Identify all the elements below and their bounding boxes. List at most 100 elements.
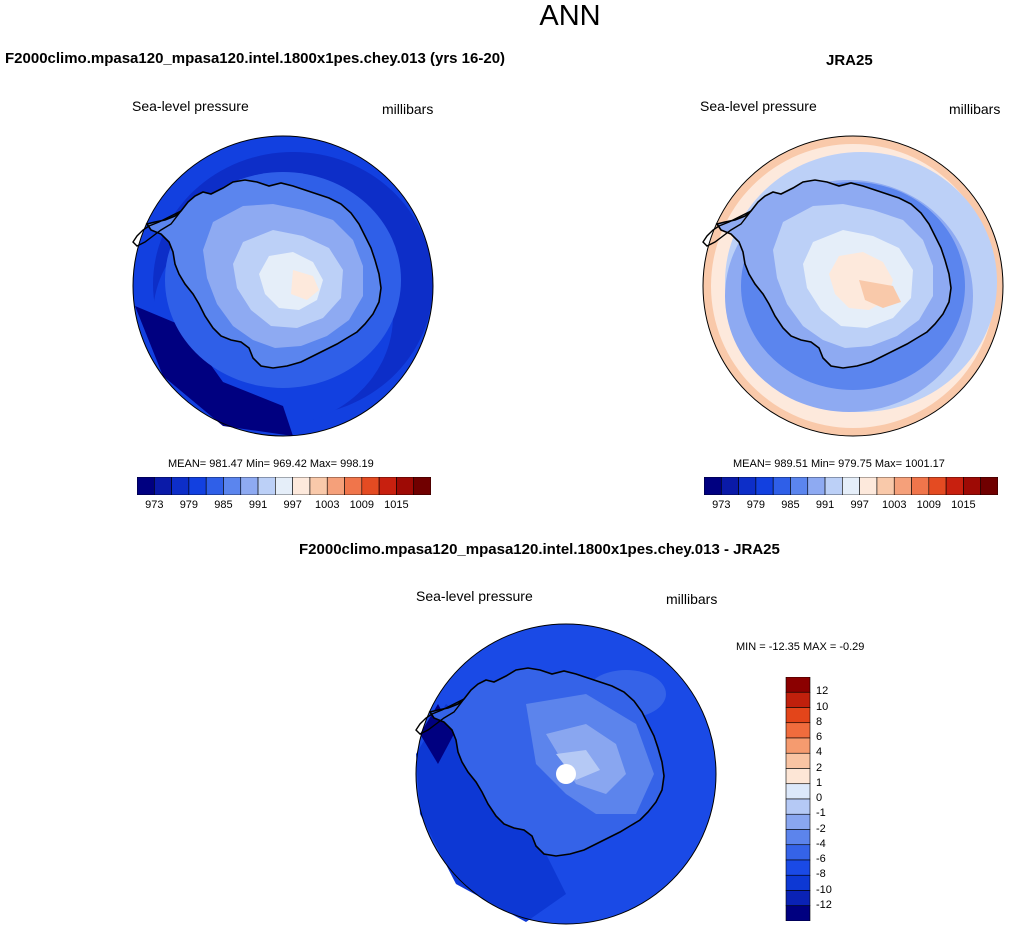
colorbar-swatch xyxy=(785,829,811,846)
colorbar-swatch xyxy=(137,477,155,495)
colorbar-tick-label: -2 xyxy=(816,822,826,835)
panel-3-units-label: millibars xyxy=(666,591,718,607)
colorbar-swatch xyxy=(807,477,826,495)
colorbar-swatch xyxy=(785,813,811,830)
colorbar-swatch xyxy=(980,477,998,495)
colorbar-tick-label: 985 xyxy=(781,499,800,511)
colorbar-swatch xyxy=(309,477,328,495)
colorbar-tick-label: 4 xyxy=(816,746,823,759)
colorbar-swatch xyxy=(785,798,811,815)
colorbar-swatch xyxy=(859,477,878,495)
colorbar-swatch xyxy=(785,752,811,769)
colorbar-swatch xyxy=(893,477,912,495)
colorbar-tick-label: 991 xyxy=(248,499,268,511)
map-observation xyxy=(702,135,1004,437)
colorbar-swatch xyxy=(396,477,415,495)
colorbar-model-labels: 973 979 985 991 997 1003 1009 1015 xyxy=(137,499,431,513)
colorbar-tick-label: 979 xyxy=(746,499,766,511)
panel-1-stats: MEAN= 981.47 Min= 969.42 Max= 998.19 xyxy=(168,458,374,470)
panel-1-variable-label: Sea-level pressure xyxy=(132,98,249,114)
colorbar-tick-label: 991 xyxy=(815,499,835,511)
colorbar-swatch xyxy=(824,477,843,495)
panel-3-title: F2000climo.mpasa120_mpasa120.intel.1800x… xyxy=(299,541,780,558)
colorbar-difference xyxy=(785,677,811,921)
panel-2-title: JRA25 xyxy=(826,52,873,69)
colorbar-swatch xyxy=(785,707,811,724)
colorbar-tick-label: -12 xyxy=(816,898,832,911)
colorbar-swatch xyxy=(785,874,811,891)
map-low-region xyxy=(135,306,293,436)
colorbar-swatch xyxy=(326,477,345,495)
colorbar-swatch xyxy=(945,477,964,495)
colorbar-difference-labels: 12 10 8 6 4 2 1 0 -1 -2 -4 -6 -8 -10 -12 xyxy=(816,677,856,921)
colorbar-tick-label: 985 xyxy=(214,499,233,511)
main-title: ANN xyxy=(539,0,601,32)
colorbar-tick-label: 979 xyxy=(179,499,199,511)
colorbar-swatch xyxy=(171,477,190,495)
colorbar-tick-label: 1003 xyxy=(314,499,340,511)
colorbar-swatch xyxy=(928,477,947,495)
colorbar-swatch xyxy=(785,844,811,861)
colorbar-swatch xyxy=(785,722,811,739)
colorbar-swatch xyxy=(153,477,172,495)
panel-2-variable-label: Sea-level pressure xyxy=(700,98,817,114)
colorbar-tick-label: -1 xyxy=(816,807,826,820)
colorbar-swatch xyxy=(188,477,207,495)
colorbar-tick-label: 1003 xyxy=(881,499,907,511)
colorbar-swatch xyxy=(785,890,811,907)
colorbar-tick-label: -6 xyxy=(816,853,826,865)
colorbar-tick-label: 997 xyxy=(283,499,302,511)
colorbar-tick-label: 973 xyxy=(145,499,164,511)
colorbar-swatch xyxy=(785,783,811,800)
colorbar-tick-label: 973 xyxy=(712,499,731,511)
colorbar-swatch xyxy=(205,477,224,495)
colorbar-swatch xyxy=(704,477,722,495)
colorbar-tick-label: 0 xyxy=(816,792,823,804)
colorbar-tick-label: 1009 xyxy=(916,499,942,511)
colorbar-swatch xyxy=(361,477,380,495)
colorbar-tick-label: 997 xyxy=(850,499,869,511)
colorbar-observation-labels: 973 979 985 991 997 1003 1009 1015 xyxy=(704,499,998,513)
colorbar-swatch xyxy=(240,477,259,495)
map-pole-mask xyxy=(556,764,576,784)
colorbar-swatch xyxy=(738,477,757,495)
colorbar-swatch xyxy=(785,768,811,785)
panel-2-units-label: millibars xyxy=(949,101,1001,117)
panel-1-units-label: millibars xyxy=(382,101,434,117)
colorbar-swatch xyxy=(772,477,791,495)
map-border xyxy=(132,135,434,437)
colorbar-swatch xyxy=(785,859,811,876)
map-ice-high xyxy=(291,270,319,300)
colorbar-tick-label: 1009 xyxy=(349,499,375,511)
colorbar-swatch xyxy=(292,477,311,495)
colorbar-swatch xyxy=(785,905,811,921)
panel-3-variable-label: Sea-level pressure xyxy=(416,588,533,604)
colorbar-tick-label: 2 xyxy=(816,761,823,774)
colorbar-swatch xyxy=(413,477,431,495)
panel-3-stats: MIN = -12.35 MAX = -0.29 xyxy=(736,641,865,653)
colorbar-swatch xyxy=(876,477,895,495)
map-border xyxy=(702,135,1004,437)
colorbar-tick-label: 1015 xyxy=(951,499,976,511)
colorbar-tick-label: 10 xyxy=(816,700,829,713)
colorbar-observation xyxy=(704,477,998,495)
colorbar-swatch xyxy=(344,477,363,495)
map-border xyxy=(415,623,717,925)
colorbar-swatch xyxy=(842,477,860,495)
colorbar-tick-label: 1015 xyxy=(384,499,409,511)
colorbar-tick-label: -8 xyxy=(816,868,826,881)
colorbar-swatch xyxy=(790,477,809,495)
colorbar-tick-label: 8 xyxy=(816,715,823,728)
colorbar-swatch xyxy=(223,477,242,495)
colorbar-tick-label: 1 xyxy=(816,776,823,789)
panel-1-title: F2000climo.mpasa120_mpasa120.intel.1800x… xyxy=(5,50,506,67)
colorbar-swatch xyxy=(963,477,982,495)
map-ice-high xyxy=(859,280,901,308)
colorbar-tick-label: 6 xyxy=(816,731,823,743)
map-low-region xyxy=(416,704,566,922)
map-ice-3 xyxy=(556,750,600,780)
colorbar-swatch xyxy=(911,477,930,495)
colorbar-swatch xyxy=(755,477,774,495)
colorbar-tick-label: -10 xyxy=(816,883,832,896)
colorbar-swatch xyxy=(720,477,739,495)
